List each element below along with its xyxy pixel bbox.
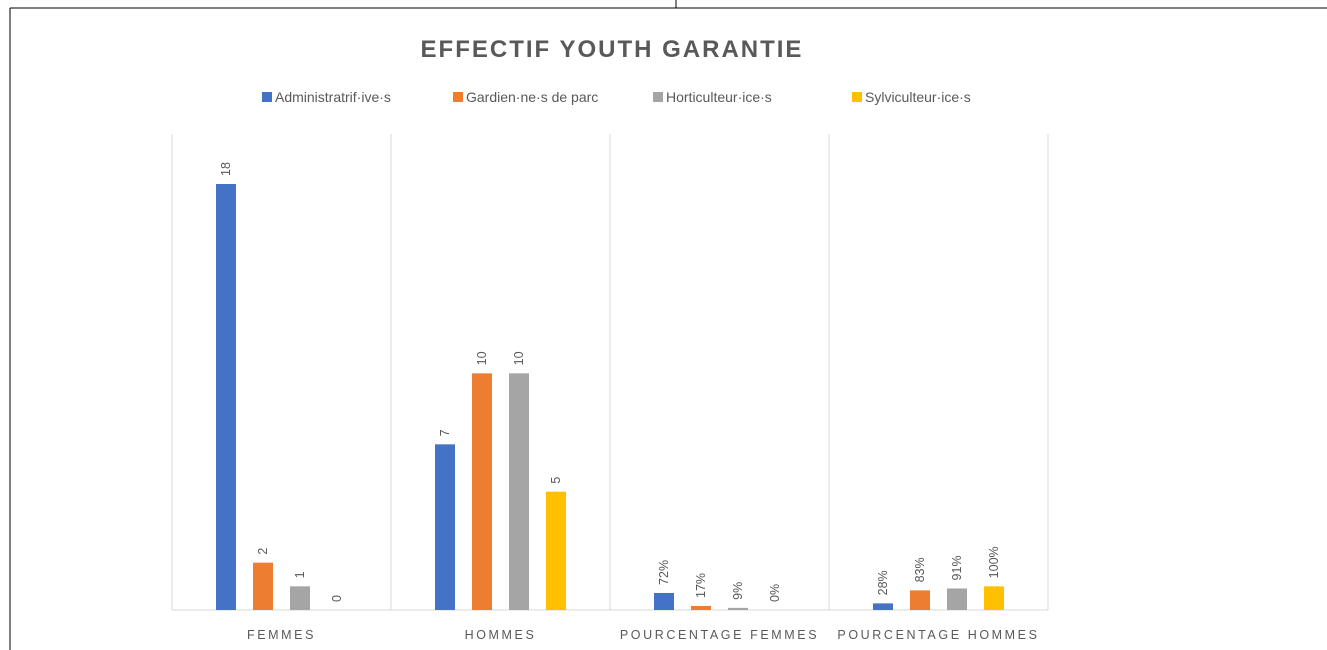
bars (216, 184, 1004, 610)
category-dividers (171, 134, 1049, 611)
bar (691, 605, 711, 610)
bar (472, 373, 492, 610)
legend-swatch (653, 92, 663, 102)
data-label: 17% (694, 573, 708, 598)
legend: Administratrif·ive·s Gardien·ne·s de parc… (262, 89, 971, 105)
bar (910, 590, 930, 610)
legend-label: Sylviculteur·ice·s (865, 89, 971, 105)
data-label: 91% (950, 555, 964, 580)
bar (290, 586, 310, 610)
data-label: 72% (657, 560, 671, 585)
bar (947, 588, 967, 610)
bar (216, 184, 236, 610)
bar (435, 444, 455, 610)
data-label: 18 (219, 162, 233, 176)
legend-label: Administratrif·ive·s (275, 89, 391, 105)
bar (509, 373, 529, 610)
data-label: 2 (256, 548, 270, 555)
category-label: HOMMES (465, 628, 537, 642)
legend-label: Horticulteur·ice·s (666, 89, 772, 105)
bar (728, 607, 748, 610)
data-label: 10 (475, 351, 489, 365)
bar (984, 586, 1004, 610)
legend-label: Gardien·ne·s de parc (466, 89, 598, 105)
data-label: 0 (330, 595, 344, 602)
legend-swatch (453, 92, 463, 102)
data-label: 9% (731, 582, 745, 600)
chart-title: EFFECTIF YOUTH GARANTIE (421, 36, 804, 63)
bar (654, 592, 674, 610)
data-label: 10 (512, 351, 526, 365)
data-label: 100% (987, 546, 1001, 578)
data-label: 0% (768, 584, 782, 602)
category-label: POURCENTAGE HOMMES (837, 628, 1039, 642)
data-label: 7 (438, 429, 452, 436)
bar (546, 491, 566, 610)
legend-swatch (852, 92, 862, 102)
data-label: 28% (876, 570, 890, 595)
data-label: 5 (549, 477, 563, 484)
data-label: 83% (913, 557, 927, 582)
bar (253, 562, 273, 610)
data-label: 1 (293, 571, 307, 578)
category-label: POURCENTAGE FEMMES (620, 628, 819, 642)
category-label: FEMMES (247, 628, 316, 642)
legend-swatch (262, 92, 272, 102)
category-labels: FEMMES HOMMES POURCENTAGE FEMMES POURCENTAG… (247, 628, 1039, 642)
bar (873, 603, 893, 610)
